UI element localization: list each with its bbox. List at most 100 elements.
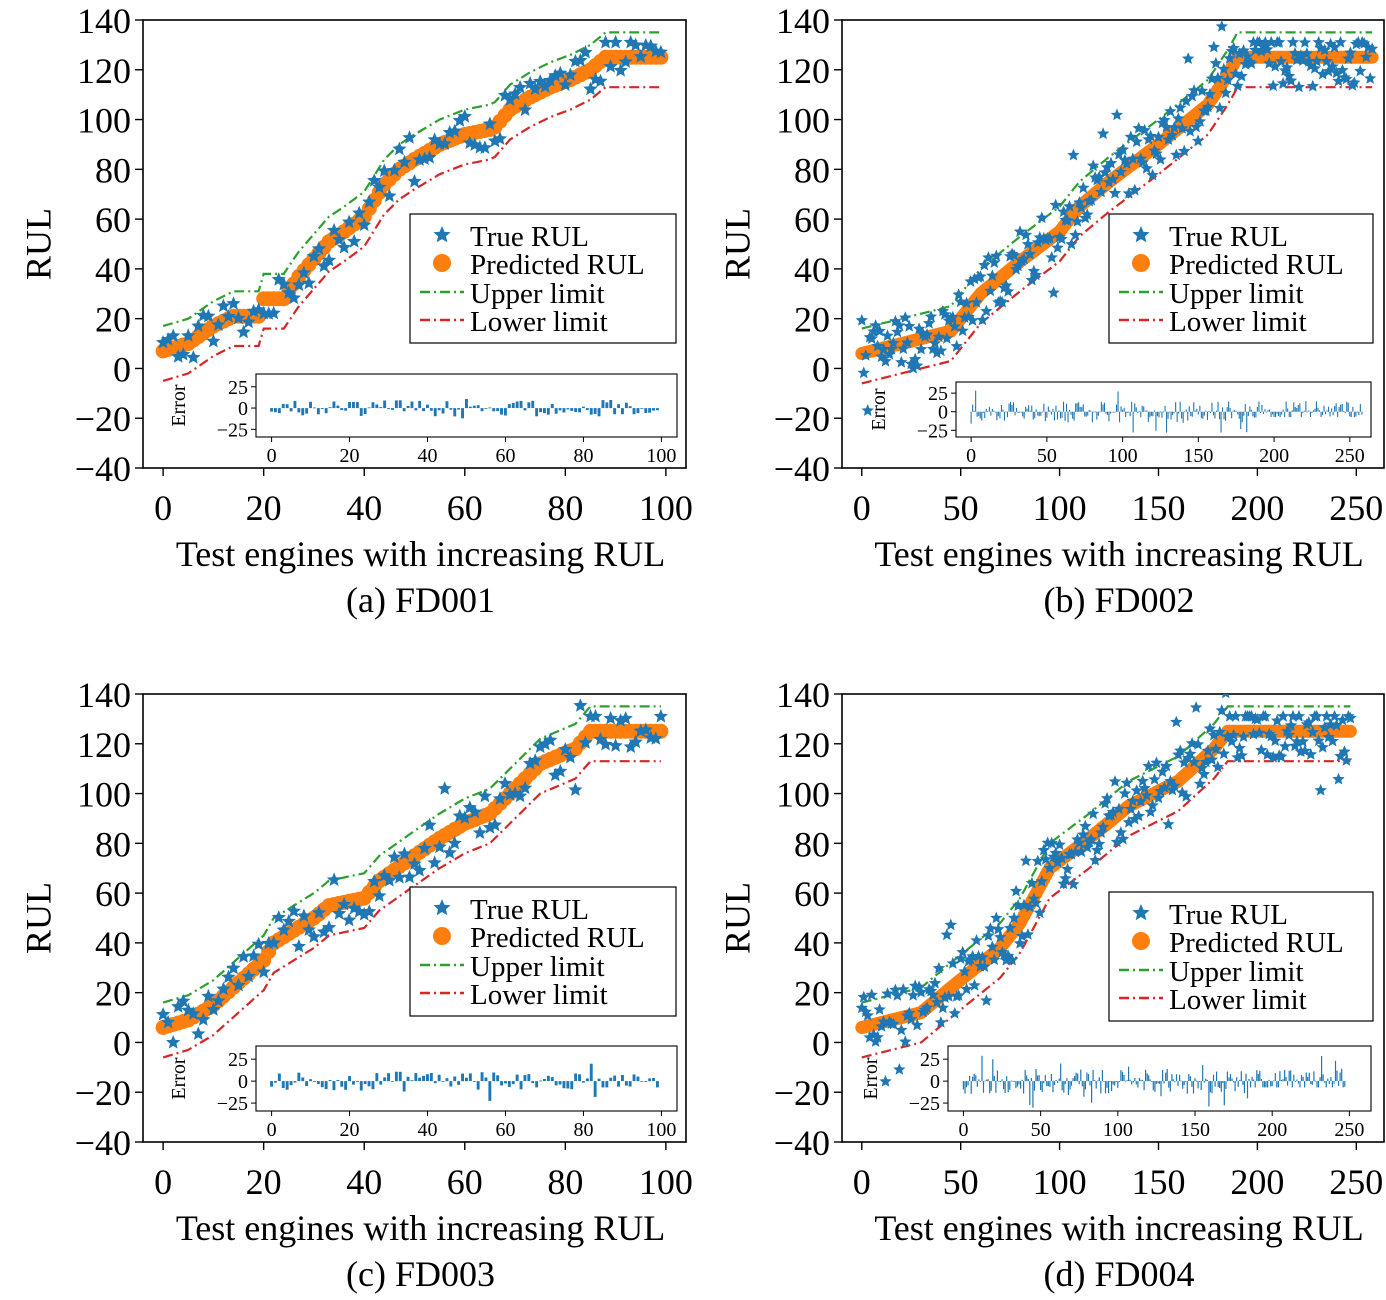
error-bar	[1291, 1081, 1293, 1088]
true-point	[422, 817, 437, 832]
error-bar	[437, 408, 441, 411]
error-bar	[1256, 407, 1258, 412]
error-bar	[1245, 1073, 1247, 1082]
true-point	[1304, 748, 1317, 760]
error-bar	[1338, 407, 1340, 412]
true-point	[1292, 80, 1306, 93]
error-bar	[1352, 406, 1354, 412]
true-point	[1271, 714, 1284, 726]
error-bar	[367, 1081, 371, 1087]
y-tick-label: 140	[77, 1, 131, 41]
true-point	[1245, 57, 1258, 69]
error-bar	[305, 1081, 309, 1087]
true-point	[956, 945, 969, 958]
error-bar	[507, 404, 511, 408]
error-bar	[1269, 409, 1271, 412]
true-point	[1348, 76, 1361, 88]
true-point	[1316, 740, 1329, 753]
inset-y-tick-label: −25	[217, 419, 248, 441]
error-bar	[1126, 411, 1128, 414]
y-tick-label: −40	[75, 449, 131, 489]
true-point	[251, 302, 266, 316]
error-bar	[336, 405, 340, 408]
inset-y-tick-label: 25	[228, 377, 248, 399]
error-bar	[1342, 1081, 1344, 1088]
error-bar	[410, 1080, 414, 1082]
error-bar	[1294, 1081, 1296, 1082]
error-bar	[1192, 1081, 1195, 1094]
error-bar	[558, 408, 562, 411]
error-bar	[973, 1073, 975, 1082]
error-bar	[972, 1076, 974, 1082]
error-bar	[1003, 1081, 1005, 1090]
error-bar	[1202, 1064, 1204, 1082]
error-bar	[1189, 1076, 1191, 1082]
error-bar	[984, 1080, 986, 1082]
true-point	[538, 736, 553, 751]
true-point	[1251, 713, 1264, 725]
inset-frame	[947, 1045, 1372, 1112]
true-point	[412, 152, 427, 166]
error-bar	[1159, 411, 1161, 413]
true-point	[873, 1003, 886, 1015]
error-bar	[1047, 1081, 1049, 1087]
error-bar	[1339, 1072, 1341, 1082]
error-bar	[1305, 1072, 1307, 1082]
error-bar	[1293, 1074, 1295, 1082]
plot-content	[855, 20, 1379, 416]
true-point	[367, 173, 382, 187]
error-bar	[1334, 1060, 1337, 1082]
error-bar	[1284, 1070, 1286, 1082]
legend-predicted-marker	[1132, 932, 1150, 950]
error-bar	[1179, 1074, 1181, 1082]
error-bar	[1236, 1077, 1238, 1082]
error-bar	[449, 1081, 453, 1087]
true-point	[1221, 694, 1230, 699]
true-point	[528, 753, 543, 767]
error-bar	[391, 408, 394, 410]
true-point	[1364, 72, 1377, 84]
true-point	[1278, 739, 1292, 752]
inset-y-tick-label: 0	[930, 1071, 940, 1093]
error-bar	[1015, 1081, 1017, 1089]
error-bar	[601, 400, 605, 409]
error-bar	[1167, 411, 1169, 419]
error-bar	[1329, 411, 1331, 417]
error-bar	[1302, 411, 1304, 414]
error-bar	[406, 406, 410, 408]
error-bar	[1022, 411, 1024, 417]
error-bar	[1064, 1081, 1066, 1085]
true-point	[1184, 124, 1197, 137]
true-point	[1207, 728, 1221, 741]
true-point	[1231, 79, 1244, 92]
error-bar	[1188, 406, 1190, 412]
error-bar	[1094, 411, 1096, 413]
error-bar	[1010, 1080, 1012, 1082]
true-point	[1100, 161, 1114, 173]
true-point	[1077, 828, 1090, 841]
error-bar	[1132, 1081, 1134, 1083]
error-bar	[628, 1081, 632, 1087]
error-bar	[437, 1074, 441, 1082]
true-point	[1146, 799, 1159, 811]
true-point	[1065, 237, 1078, 250]
error-bar	[1308, 410, 1310, 412]
error-bar	[1199, 1081, 1201, 1082]
error-bar	[391, 1081, 394, 1082]
error-bar	[293, 1081, 297, 1083]
x-tick-label: 60	[447, 488, 483, 528]
true-point	[881, 987, 894, 999]
y-tick-label: 20	[794, 974, 830, 1014]
error-bar	[1261, 404, 1263, 412]
error-bar	[1252, 411, 1254, 417]
true-point	[226, 296, 241, 310]
error-bar	[1169, 411, 1171, 413]
true-point	[1332, 74, 1345, 87]
error-bar	[1128, 1066, 1130, 1082]
true-point	[1160, 120, 1173, 133]
true-point	[964, 275, 977, 287]
true-point	[1057, 205, 1070, 218]
error-bar	[1350, 411, 1352, 418]
